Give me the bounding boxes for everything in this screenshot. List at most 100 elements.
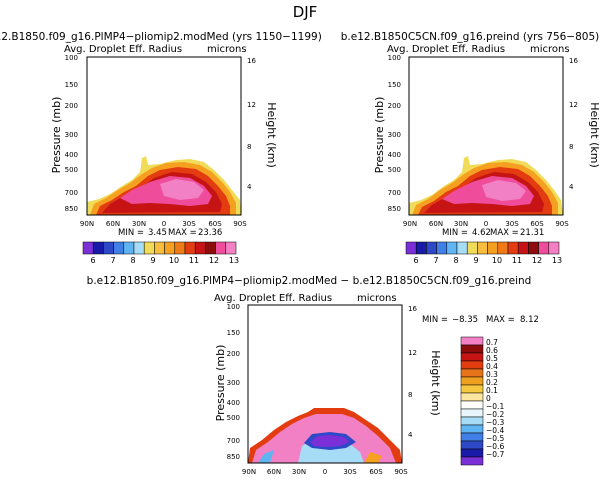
panel-diff-cbar-label-0.2: 0.2 — [486, 378, 498, 387]
panel-right: b.e12.B1850C5CN.f09_g16.preind (yrs 756−… — [341, 31, 601, 265]
panel-right-units: microns — [530, 44, 570, 55]
colorbar-swatch — [538, 241, 550, 255]
panel-right-xtick-60S: 60S — [530, 220, 544, 228]
panel-left-ytick-850: 850 — [65, 205, 78, 213]
panel-right-min-label: MIN = — [442, 228, 468, 238]
colorbar-swatch — [548, 241, 560, 255]
panel-diff-ytick-200: 200 — [227, 350, 240, 358]
panel-right-xtick-30S: 30S — [505, 220, 519, 228]
colorbar-swatch — [143, 241, 155, 255]
panel-left-ytick-700: 700 — [65, 189, 78, 197]
colorbar-swatch — [466, 241, 478, 255]
panel-diff-cbar-label-0.6: 0.6 — [486, 346, 498, 355]
panel-left-min-value: 3.45 — [148, 228, 167, 238]
panel-diff: b.e12.B1850.f09_g16.PlMP4−pliomip2.modMe… — [87, 275, 539, 476]
panel-right-cbar-label-11: 11 — [512, 256, 522, 265]
panel-left-xtick-60S: 60S — [208, 220, 222, 228]
panel-right-ytick-500: 500 — [388, 166, 401, 174]
panel-diff-htick-4: 4 — [408, 431, 413, 439]
colorbar-swatch — [460, 400, 484, 410]
panel-right-htick-12: 12 — [569, 101, 578, 109]
panel-left-ytick-400: 400 — [65, 151, 78, 159]
colorbar-swatch — [460, 360, 484, 370]
colorbar-swatch — [205, 241, 216, 255]
panel-left: b.e12.B1850.f09_g16.PlMP4−pliomip2.modMe… — [0, 31, 322, 265]
colorbar-swatch — [477, 241, 488, 255]
panel-diff-xtick-30N: 30N — [292, 468, 306, 476]
panel-diff-units: microns — [357, 293, 397, 304]
panel-left-ytick-100: 100 — [65, 54, 78, 62]
panel-diff-cbar-label-neg0.1: −0.1 — [486, 402, 504, 411]
panel-right-cbar-label-9: 9 — [473, 256, 478, 265]
colorbar-swatch — [507, 241, 519, 255]
panel-right-plot — [408, 56, 564, 216]
panel-right-min-value: 4.62 — [472, 228, 491, 238]
panel-right-ytick-100: 100 — [388, 54, 401, 62]
panel-left-ylabel-right: Height (km) — [265, 102, 278, 168]
panel-left-htick-4: 4 — [247, 183, 252, 191]
panel-diff-xtick-90N: 90N — [242, 468, 256, 476]
panel-right-subtitle: Avg. Droplet Eff. Radius — [387, 44, 505, 55]
panel-left-xtick-0: 0 — [162, 220, 166, 228]
colorbar-swatch — [82, 241, 94, 255]
panel-right-ytick-150: 150 — [388, 81, 401, 89]
panel-right-ytick-200: 200 — [388, 102, 401, 110]
panel-diff-cbar-label-neg0.3: −0.3 — [486, 418, 504, 427]
panel-right-xtick-90S: 90S — [555, 220, 569, 228]
panel-left-cbar-label-12: 12 — [209, 256, 219, 265]
colorbar-swatch — [103, 241, 114, 255]
panel-diff-htick-8: 8 — [408, 391, 412, 399]
panel-left-htick-12: 12 — [247, 101, 256, 109]
panel-diff-min-label: MIN = — [422, 315, 448, 325]
panel-left-cbar-label-9: 9 — [150, 256, 155, 265]
panel-right-cbar-label-7: 7 — [433, 256, 438, 265]
panel-left-colorbar — [82, 241, 237, 255]
colorbar-swatch — [446, 241, 458, 255]
panel-diff-plot — [247, 304, 403, 464]
panel-diff-cbar-label-0.1: 0.1 — [486, 386, 498, 395]
colorbar-swatch — [174, 241, 186, 255]
panel-diff-ytick-300: 300 — [227, 379, 240, 387]
panel-left-cbar-label-6: 6 — [90, 256, 95, 265]
colorbar-swatch — [415, 241, 427, 255]
panel-diff-cbar-label-neg0.6: −0.6 — [486, 442, 504, 451]
colorbar-swatch — [460, 384, 484, 394]
colorbar-swatch — [460, 456, 484, 466]
panel-right-htick-16: 16 — [569, 57, 578, 65]
panel-diff-cbar-label-0.5: 0.5 — [486, 354, 498, 363]
panel-diff-ytick-400: 400 — [227, 399, 240, 407]
panel-diff-xtick-30S: 30S — [343, 468, 357, 476]
panel-right-htick-8: 8 — [569, 143, 573, 151]
panel-diff-max-value: 8.12 — [520, 315, 539, 325]
panel-left-units: microns — [207, 44, 247, 55]
colorbar-swatch — [497, 241, 509, 255]
panel-right-cbar-label-12: 12 — [532, 256, 542, 265]
panel-diff-ytick-700: 700 — [227, 437, 240, 445]
panel-diff-xtick-0: 0 — [323, 468, 327, 476]
colorbar-swatch — [215, 241, 227, 255]
panel-left-cbar-label-8: 8 — [130, 256, 135, 265]
panel-left-subtitle: Avg. Droplet Eff. Radius — [64, 44, 182, 55]
colorbar-swatch — [436, 241, 448, 255]
panel-left-ytick-300: 300 — [65, 131, 78, 139]
panel-right-cbar-label-6: 6 — [413, 256, 418, 265]
panel-diff-cbar-label-0: 0 — [486, 394, 491, 403]
panel-diff-max-label: MAX = — [486, 315, 515, 325]
colorbar-swatch — [460, 368, 484, 378]
panel-right-cbar-label-10: 10 — [492, 256, 502, 265]
colorbar-swatch — [460, 440, 484, 450]
panel-diff-colorbar — [460, 336, 484, 466]
colorbar-swatch — [460, 448, 484, 458]
colorbar-swatch — [92, 241, 104, 255]
panel-diff-cbar-label-neg0.7: −0.7 — [486, 450, 504, 459]
panel-diff-ytick-100: 100 — [227, 303, 240, 311]
colorbar-swatch — [164, 241, 176, 255]
panel-right-ytick-700: 700 — [388, 189, 401, 197]
panel-diff-ylabel: Pressure (mb) — [214, 345, 227, 422]
panel-diff-htick-12: 12 — [408, 349, 417, 357]
colorbar-swatch — [184, 241, 196, 255]
panel-left-xtick-30S: 30S — [182, 220, 196, 228]
panel-diff-cbar-label-neg0.4: −0.4 — [486, 426, 504, 435]
colorbar-swatch — [460, 336, 484, 346]
panel-right-htick-4: 4 — [569, 183, 574, 191]
